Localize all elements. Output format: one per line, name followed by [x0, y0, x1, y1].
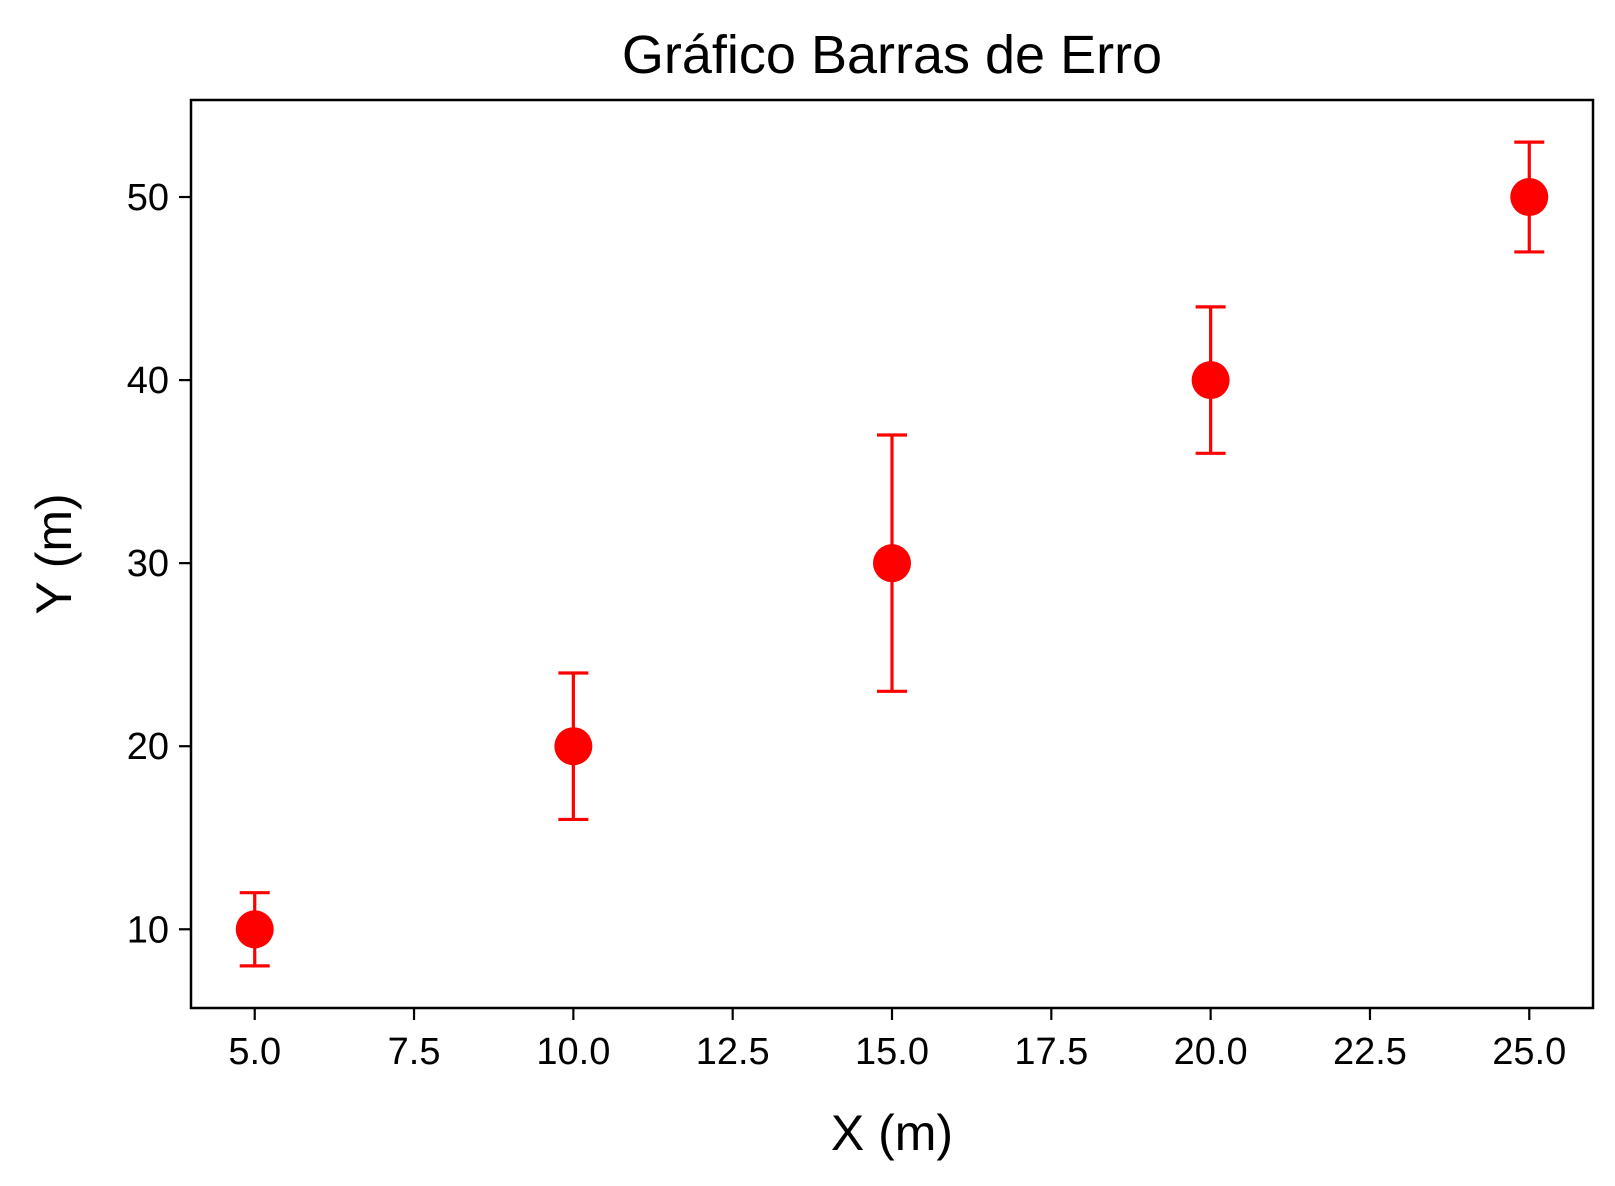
data-point	[873, 544, 911, 583]
y-tick-label: 10	[127, 909, 169, 951]
data-point	[554, 727, 593, 766]
x-tick-label: 10.0	[536, 1031, 610, 1073]
chart-title: Gráfico Barras de Erro	[622, 25, 1162, 85]
y-tick-label: 20	[127, 726, 169, 768]
data-markers	[235, 178, 1549, 949]
x-axis-ticks: 5.0 7.5 10.0 12.5 15.0 17.5 20.0 22.5 25.0	[228, 1008, 1566, 1073]
x-tick-label: 5.0	[228, 1031, 281, 1073]
y-axis-ticks: 10 20 30 40 50	[127, 177, 191, 951]
x-tick-label: 25.0	[1492, 1031, 1566, 1073]
data-point	[1510, 178, 1549, 217]
x-tick-label: 17.5	[1014, 1031, 1088, 1073]
x-tick-label: 12.5	[696, 1031, 770, 1073]
x-tick-label: 22.5	[1333, 1031, 1407, 1073]
y-tick-label: 30	[127, 543, 169, 585]
x-tick-label: 15.0	[855, 1031, 929, 1073]
x-tick-label: 7.5	[388, 1031, 441, 1073]
y-tick-label: 40	[127, 360, 169, 402]
y-tick-label: 50	[127, 177, 169, 219]
data-point	[1191, 361, 1230, 400]
y-axis-label: Y (m)	[26, 493, 82, 614]
data-point	[235, 910, 274, 949]
x-axis-label: X (m)	[831, 1105, 953, 1161]
x-tick-label: 20.0	[1174, 1031, 1248, 1073]
